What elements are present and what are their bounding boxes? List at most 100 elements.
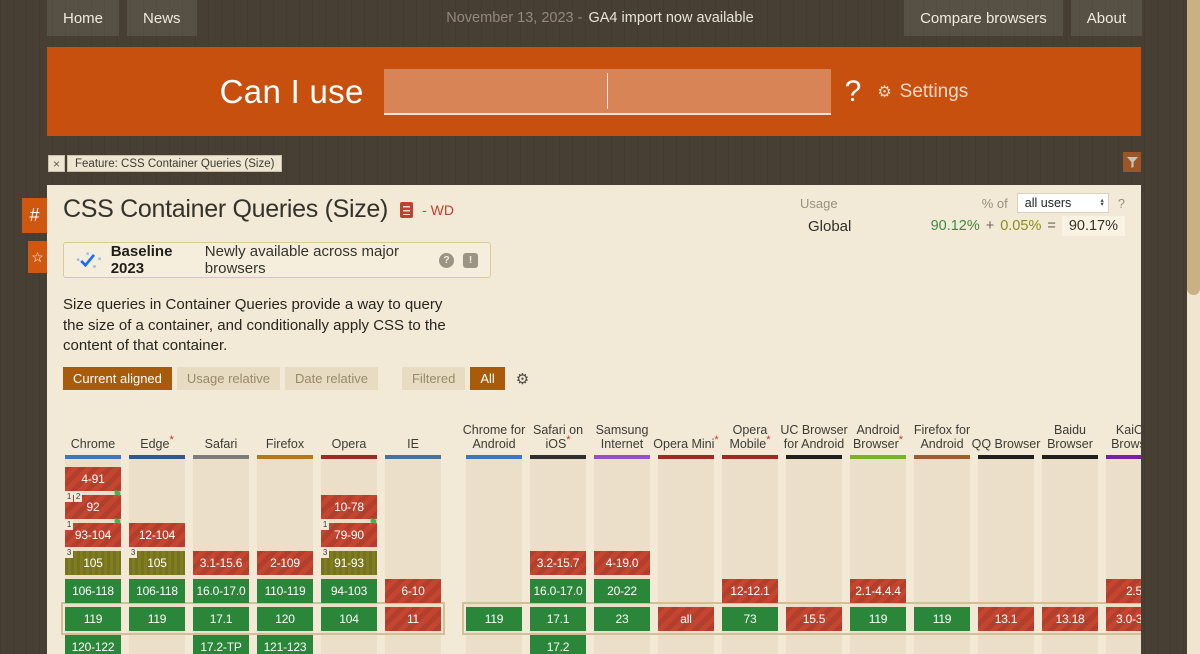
news-link[interactable]: GA4 import now available (588, 10, 754, 26)
baseline-feedback-icon[interactable]: ! (463, 252, 478, 268)
support-cell[interactable]: 92 1 2 ⚑ (65, 490, 122, 519)
support-cell[interactable]: 17.2 (530, 635, 586, 654)
support-cell[interactable]: 106-118 (129, 579, 185, 603)
browser-header-android-browser[interactable]: Android Browser* (843, 395, 913, 455)
support-cell[interactable]: 4-19.0 (594, 551, 650, 575)
support-cell[interactable]: 16.0-17.0 (193, 579, 249, 603)
filter-button[interactable] (1123, 152, 1141, 172)
support-cell[interactable]: 20-22 (594, 579, 650, 603)
support-cell[interactable]: 13.1 (978, 607, 1034, 631)
spec-document-icon[interactable] (400, 201, 414, 218)
support-cell[interactable]: 120-122 (65, 635, 121, 654)
browser-header-opera-mobile[interactable]: Opera Mobile* (715, 395, 785, 455)
nav-button-compare-browsers[interactable]: Compare browsers (904, 0, 1063, 36)
browser-header-baidu-browser[interactable]: Baidu Browser (1035, 395, 1105, 455)
browser-header-firefox-for-android[interactable]: Firefox for Android (907, 395, 977, 455)
scrollbar-track[interactable] (1187, 0, 1200, 654)
support-cell[interactable]: 105 3 (129, 548, 185, 575)
filter-mode-filtered[interactable]: Filtered (401, 367, 466, 390)
support-cell[interactable]: 93-104 1 ⚑ (65, 518, 122, 547)
support-cell[interactable]: 119 (850, 607, 906, 631)
support-cell[interactable]: 2.5 (1106, 579, 1141, 603)
browser-underline (1106, 455, 1141, 459)
baseline-help-icon[interactable]: ? (439, 252, 454, 268)
nav-button-about[interactable]: About (1070, 0, 1142, 36)
permalink-button[interactable]: # (22, 198, 47, 233)
browser-header-chrome[interactable]: Chrome (58, 395, 128, 455)
support-cell[interactable]: 119 (914, 607, 970, 631)
nav-button-home[interactable]: Home (47, 0, 120, 36)
support-cell[interactable]: 23 (594, 607, 650, 631)
browser-header-opera[interactable]: Opera (314, 395, 384, 455)
feature-search-input[interactable] (383, 68, 831, 115)
nav-button-news[interactable]: News (127, 0, 197, 36)
support-cell[interactable]: 11 (385, 607, 441, 631)
browser-name: Edge* (140, 433, 174, 451)
version-range: 121-123 (263, 640, 307, 654)
support-cell[interactable]: 12-12.1 (722, 579, 778, 603)
support-cell[interactable]: 3.0-3.1 (1106, 607, 1141, 631)
support-cell[interactable]: 10-78 (321, 495, 377, 519)
support-cell[interactable]: 13.18 (1042, 607, 1098, 631)
table-settings-gear-icon[interactable]: ⚙ (515, 370, 530, 388)
star-icon: ☆ (31, 248, 44, 265)
remove-feature-tag-button[interactable]: × (48, 155, 65, 172)
view-mode-current-aligned[interactable]: Current aligned (63, 367, 172, 390)
support-cell[interactable]: 119 (129, 607, 185, 631)
browser-header-qq-browser[interactable]: QQ Browser (971, 395, 1041, 455)
support-cell[interactable]: 94-103 (321, 579, 377, 603)
version-range: 120 (275, 612, 295, 626)
view-mode-usage-relative[interactable]: Usage relative (176, 367, 280, 390)
support-cell[interactable]: 12-104 (129, 523, 185, 547)
support-cell[interactable]: 119 (65, 607, 121, 631)
browser-header-uc-browser-for-android[interactable]: UC Browser for Android (779, 395, 849, 455)
spec-status[interactable]: - WD (422, 201, 454, 218)
browser-header-samsung-internet[interactable]: Samsung Internet (587, 395, 657, 455)
support-cell[interactable]: 2.1-4.4.4 (850, 579, 906, 603)
support-cell[interactable]: 110-119 (257, 579, 313, 603)
support-cell[interactable]: 15.5 (786, 607, 842, 631)
browser-header-edge[interactable]: Edge* (122, 395, 192, 455)
support-cell[interactable]: 6-10 (385, 579, 441, 603)
usage-help-link[interactable]: ? (1117, 195, 1125, 211)
baseline-year: Baseline 2023 (110, 243, 173, 277)
browser-header-opera-mini[interactable]: Opera Mini* (651, 395, 721, 455)
filter-mode-all[interactable]: All (470, 367, 505, 390)
view-mode-date-relative[interactable]: Date relative (285, 367, 378, 390)
support-cell[interactable]: 17.1 (193, 607, 249, 631)
support-cell[interactable]: 106-118 (65, 579, 121, 603)
browser-header-safari[interactable]: Safari (186, 395, 256, 455)
support-cell[interactable]: 3.1-15.6 (193, 551, 249, 575)
browser-header-chrome-for-android[interactable]: Chrome for Android (459, 395, 529, 455)
support-cell[interactable]: 3.2-15.7 (530, 551, 586, 575)
version-range: 119 (83, 612, 103, 626)
browser-name: Safari on iOS* (532, 422, 584, 451)
browser-underline (129, 455, 185, 459)
support-cell[interactable]: all (658, 607, 714, 631)
browser-header-ie[interactable]: IE (378, 395, 448, 455)
scrollbar-thumb[interactable] (1187, 0, 1200, 295)
support-cell[interactable]: 17.1 (530, 607, 586, 631)
browser-header-safari-on-ios[interactable]: Safari on iOS* (523, 395, 593, 455)
support-cell[interactable]: 105 3 (65, 548, 121, 575)
support-cell[interactable]: 73 (722, 607, 778, 631)
support-cell[interactable]: 119 (466, 607, 522, 631)
settings-button[interactable]: ⚙ Settings (877, 81, 968, 103)
favorite-button[interactable]: ☆ (28, 241, 47, 273)
support-cell[interactable]: 104 (321, 607, 377, 631)
support-cell[interactable]: 2-109 (257, 551, 313, 575)
support-cell[interactable]: 91-93 3 (321, 548, 377, 575)
browser-name: Opera Mobile* (729, 422, 771, 451)
support-cell[interactable]: 4-91 (65, 467, 121, 491)
support-cell[interactable]: 16.0-17.0 (530, 579, 586, 603)
support-cell[interactable]: 121-123 (257, 635, 313, 654)
browser-underline (65, 455, 121, 459)
support-cell[interactable]: 79-90 1 ⚑ (321, 518, 378, 547)
browser-header-firefox[interactable]: Firefox (250, 395, 320, 455)
usage-source-select[interactable]: all users ▴ ▾ (1016, 193, 1109, 213)
browser-header-kaios-browser[interactable]: KaiOS Browser (1099, 395, 1141, 455)
support-cell[interactable]: 120 (257, 607, 313, 631)
support-cell[interactable]: 17.2-TP (193, 635, 249, 654)
browser-underline (786, 455, 842, 459)
